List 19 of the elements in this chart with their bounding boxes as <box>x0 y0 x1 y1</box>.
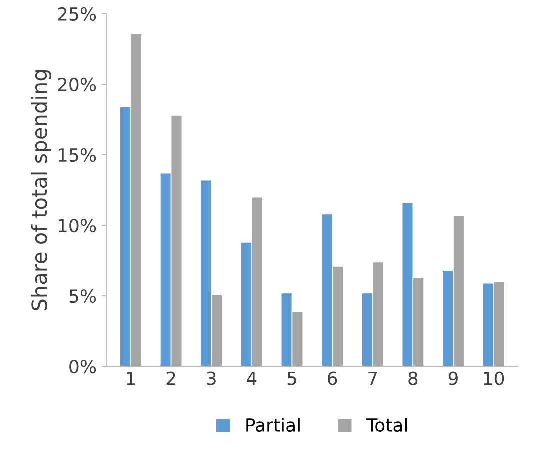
y-tick-label: 20% <box>58 78 96 92</box>
x-tick-label: 9 <box>448 372 458 386</box>
x-tick-label: 4 <box>247 372 257 386</box>
legend-label: Partial <box>246 418 300 432</box>
y-tick-label: 0% <box>70 360 96 374</box>
y-tick-label: 25% <box>58 7 96 22</box>
x-tick-label: 5 <box>288 372 296 386</box>
y-axis-title: Share of total spending <box>31 70 52 310</box>
x-tick-label: 7 <box>368 372 378 386</box>
x-tick-label: 10 <box>484 372 504 386</box>
y-tick-label: 10% <box>58 218 96 233</box>
x-tick-label: 2 <box>166 372 176 386</box>
x-tick-label: 3 <box>207 372 216 386</box>
y-tick-label: 5% <box>70 289 96 304</box>
x-tick-label: 6 <box>328 372 338 386</box>
y-tick-label: 15% <box>58 148 96 162</box>
x-tick-label: 8 <box>408 372 418 386</box>
legend-label: Total <box>366 418 408 432</box>
x-tick-label: 1 <box>127 372 136 386</box>
